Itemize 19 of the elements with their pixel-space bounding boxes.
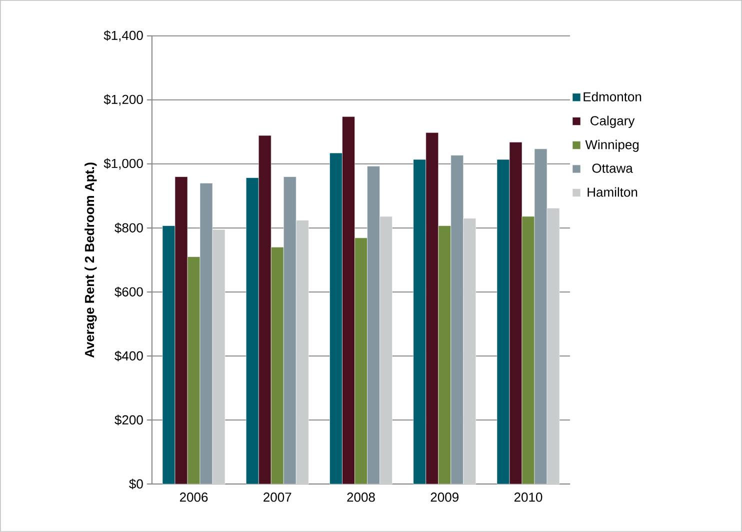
x-tick-label: 2008 <box>347 492 375 502</box>
x-tick-label: 2009 <box>430 492 458 502</box>
legend-label: Winnipeg <box>585 140 639 152</box>
y-tick-label: $400 <box>114 350 143 362</box>
y-tick-label: $1,400 <box>104 30 143 42</box>
y-tick-label: $0 <box>129 478 143 490</box>
legend-label: Calgary <box>590 116 635 128</box>
y-tick-label: $600 <box>114 286 143 298</box>
legend-label: Ottawa <box>592 164 633 173</box>
x-tick-label: 2010 <box>514 492 542 502</box>
x-tick-label: 2007 <box>264 492 292 502</box>
legend-label: Edmonton <box>584 92 642 102</box>
y-axis-title: Average Rent ( 2 Bedroom Apt.) <box>84 162 97 358</box>
y-tick-label: $800 <box>114 222 143 234</box>
x-tick-label: 2006 <box>180 492 208 502</box>
y-tick-label: $1,200 <box>104 94 143 106</box>
y-tick-label: $1,000 <box>104 158 143 170</box>
y-tick-label: $200 <box>114 414 143 426</box>
legend-label: Hamilton <box>588 187 638 197</box>
